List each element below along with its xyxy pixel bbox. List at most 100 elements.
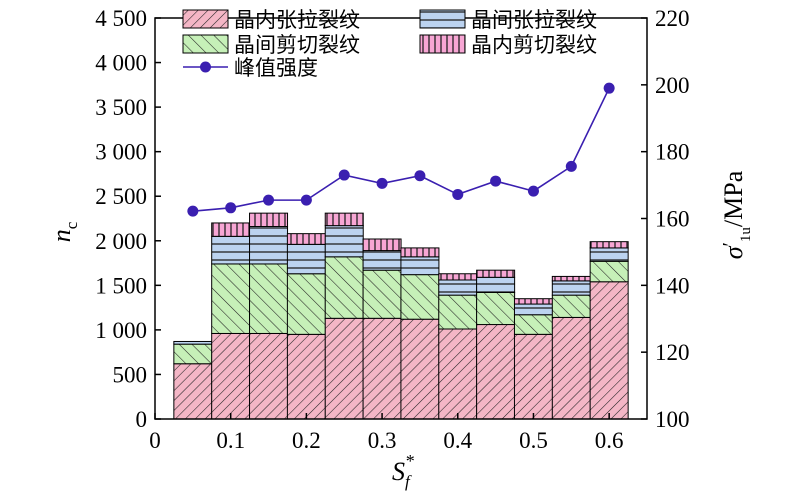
legend-item-intergranular-shear: 晶间剪切裂纹 — [182, 33, 360, 57]
bar-segment-0-8 — [476, 324, 516, 420]
bar-segment-2-4 — [324, 225, 364, 258]
peak-strength-point-5 — [376, 177, 388, 189]
bar-segment-0-0 — [173, 363, 213, 420]
legend-label-peak-strength: 峰值强度 — [234, 56, 318, 80]
y-tick-label-7: 3 500 — [95, 95, 147, 120]
bar-segment-2-8 — [476, 276, 516, 293]
legend-item-intragranular-shear: 晶内剪切裂纹 — [419, 33, 597, 57]
bar-segment-2-5 — [362, 250, 402, 271]
bar-segment-1-10 — [551, 294, 591, 318]
legend-swatch-intragranular-tensile — [182, 9, 229, 29]
bar-segment-2-2 — [249, 226, 289, 265]
x-tick-label-1: 0.1 — [216, 428, 245, 453]
bar-segment-3-4 — [324, 212, 364, 227]
peak-strength-point-4 — [338, 169, 350, 181]
y2-tick-label-6: 220 — [655, 6, 690, 31]
bar-segment-1-4 — [324, 256, 364, 319]
peak-strength-point-0 — [187, 205, 199, 217]
bar-segment-1-1 — [211, 263, 251, 334]
legend: 晶内张拉裂纹 晶间张拉裂纹 晶间剪切裂纹 晶内剪切裂纹 峰值强度 — [182, 8, 597, 80]
bar-segment-0-3 — [286, 333, 326, 420]
bar-segment-2-0 — [173, 340, 213, 345]
y-tick-label-5: 2 500 — [95, 184, 147, 209]
x-tick-label-2: 0.2 — [292, 428, 321, 453]
y-tick-label-4: 2 000 — [95, 229, 147, 254]
bars-layer — [173, 212, 629, 420]
legend-swatch-intergranular-shear — [182, 34, 229, 54]
bar-segment-3-3 — [286, 233, 326, 245]
bar-segment-3-2 — [249, 212, 289, 228]
bar-segment-2-7 — [438, 279, 478, 296]
x-tick-label-3: 0.3 — [368, 428, 397, 453]
y-tick-label-2: 1 000 — [95, 318, 147, 343]
peak-strength-point-8 — [490, 175, 502, 187]
y-tick-label-3: 1 500 — [95, 273, 147, 298]
svg-text:nc: nc — [47, 221, 81, 242]
svg-text:Sf*: Sf* — [392, 451, 415, 491]
bar-segment-3-1 — [211, 222, 251, 237]
y-axis-title: nc — [47, 221, 81, 242]
y2-axis-ticks: 100 120 140 160 180 200 220 — [641, 6, 690, 432]
bar-segment-2-3 — [286, 243, 326, 275]
bar-segment-1-8 — [476, 291, 516, 326]
y2-tick-label-0: 100 — [655, 407, 690, 432]
bar-segment-1-0 — [173, 343, 213, 365]
legend-item-intergranular-tensile: 晶间张拉裂纹 — [419, 8, 597, 32]
bar-segment-3-6 — [400, 247, 440, 258]
bar-segment-0-1 — [211, 332, 251, 420]
bar-segment-0-4 — [324, 317, 364, 420]
y-tick-label-8: 4 000 — [95, 51, 147, 76]
bar-segment-1-11 — [589, 260, 629, 283]
y2-axis-title-unit: /MPa — [719, 170, 748, 227]
legend-item-intragranular-tensile: 晶内张拉裂纹 — [182, 8, 360, 32]
legend-label-intragranular-shear: 晶内剪切裂纹 — [471, 33, 597, 57]
peak-strength-line-layer — [187, 82, 615, 217]
y2-tick-label-1: 120 — [655, 340, 690, 365]
bar-segment-3-9 — [513, 298, 553, 305]
x-tick-label-5: 0.5 — [519, 428, 548, 453]
y2-tick-label-3: 160 — [655, 207, 690, 232]
bar-segment-1-6 — [400, 274, 440, 320]
bar-segment-2-11 — [589, 247, 629, 262]
y-axis-title-main: n — [47, 229, 76, 242]
peak-strength-point-10 — [565, 160, 577, 172]
legend-swatch-intergranular-tensile — [419, 9, 466, 29]
bar-segment-2-1 — [211, 235, 251, 265]
peak-strength-point-7 — [452, 188, 464, 200]
y2-tick-label-4: 180 — [655, 140, 690, 165]
bar-segment-0-2 — [249, 332, 289, 420]
peak-strength-point-2 — [263, 194, 275, 206]
bar-segment-0-7 — [438, 328, 478, 420]
y-axis-ticks: 0 500 1 000 1 500 2 000 2 500 3 000 3 500 4 000 4… — [95, 6, 161, 432]
bar-segment-1-7 — [438, 294, 478, 330]
legend-marker-peak-strength — [200, 61, 211, 73]
legend-label-intragranular-tensile: 晶内张拉裂纹 — [234, 8, 360, 32]
bar-segment-1-2 — [249, 263, 289, 334]
bar-segment-1-9 — [513, 314, 553, 335]
x-axis-title: Sf* — [392, 451, 415, 491]
y-tick-label-1: 500 — [113, 362, 148, 387]
legend-label-intergranular-tensile: 晶间张拉裂纹 — [471, 8, 597, 32]
bar-segment-2-10 — [551, 280, 591, 296]
x-axis-title-main: S — [392, 457, 405, 486]
y2-axis-title-sup: ′ — [719, 242, 741, 246]
bar-segment-0-10 — [551, 316, 591, 420]
bar-segment-0-6 — [400, 318, 440, 420]
y-tick-label-9: 4 500 — [95, 6, 147, 31]
peak-strength-line — [192, 87, 610, 212]
bar-segment-3-11 — [589, 241, 629, 249]
y2-axis-title-sub: 1u — [738, 227, 754, 243]
bar-segment-2-9 — [513, 303, 553, 316]
x-axis-title-sub: f — [405, 472, 412, 491]
peak-strength-point-11 — [603, 82, 615, 94]
y-axis-title-sub: c — [62, 221, 81, 229]
y-tick-label-6: 3 000 — [95, 140, 147, 165]
x-tick-label-4: 0.4 — [443, 428, 472, 453]
legend-swatch-intragranular-shear — [419, 34, 466, 54]
peak-strength-point-1 — [225, 202, 237, 214]
x-axis-ticks: 0 0.1 0.2 0.3 0.4 0.5 0.6 — [149, 413, 624, 453]
x-axis-title-sup: * — [406, 451, 415, 471]
bar-segment-1-5 — [362, 269, 402, 319]
y2-tick-label-5: 200 — [655, 73, 690, 98]
